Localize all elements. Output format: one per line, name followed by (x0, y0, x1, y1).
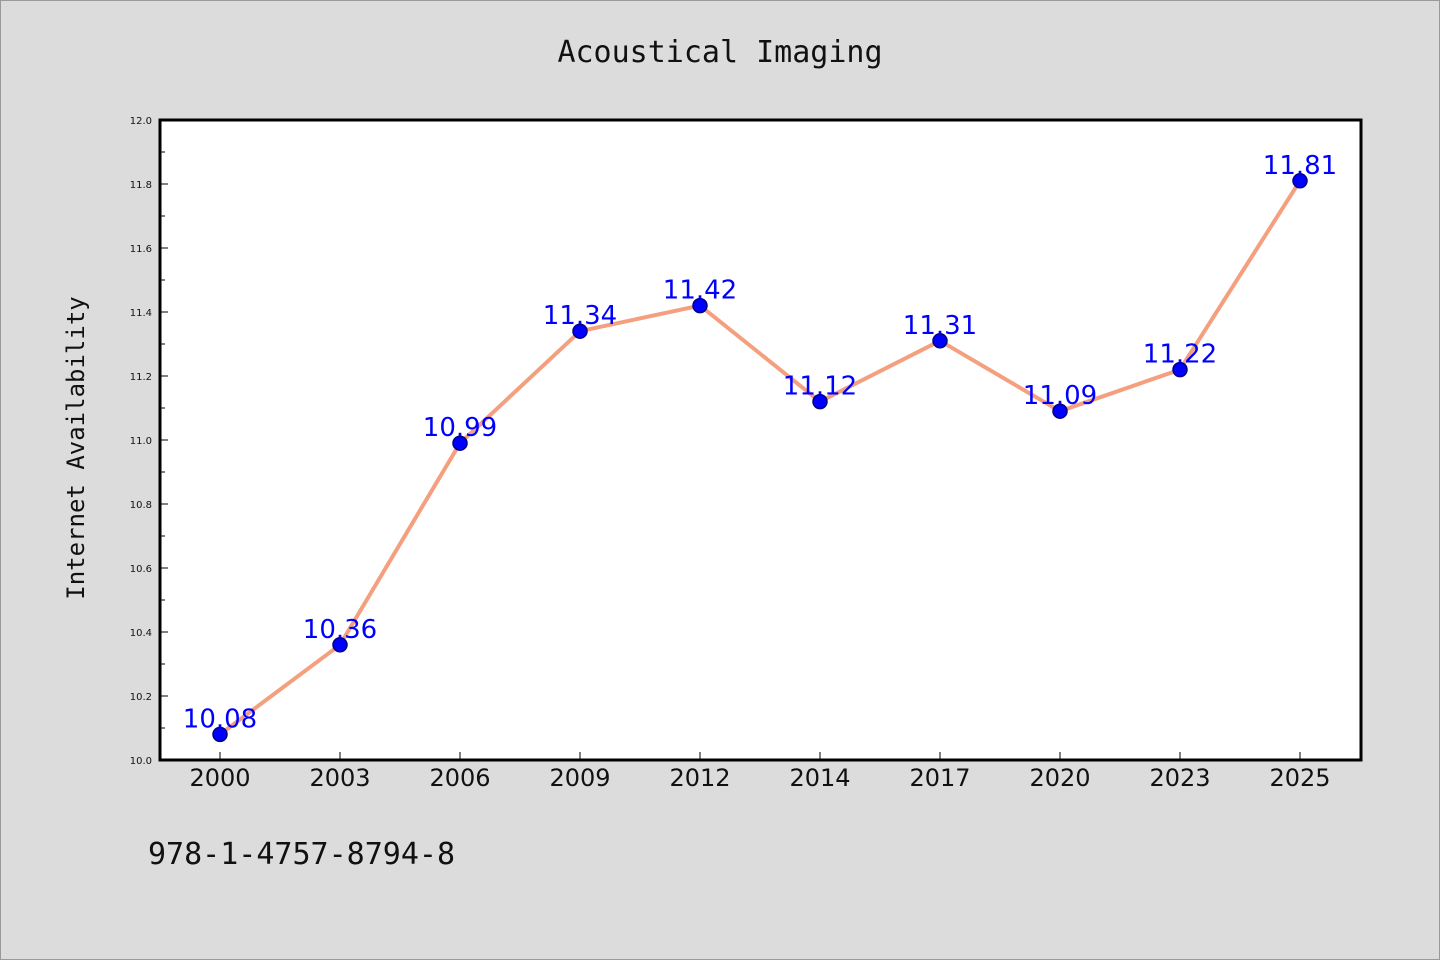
data-label: 10.08 (183, 704, 257, 734)
data-point (1292, 173, 1308, 189)
data-point (812, 393, 828, 410)
chart-title: Acoustical Imaging (557, 35, 882, 70)
data-label: 11.34 (543, 301, 617, 331)
x-tick-label: 2012 (669, 764, 730, 792)
data-label: 11.12 (783, 372, 857, 402)
y-axis-label: Internet Availability (62, 296, 90, 599)
x-tick-label: 2003 (309, 764, 370, 792)
data-label: 11.31 (903, 311, 977, 341)
y-tick-label: 11.4 (130, 308, 152, 319)
data-labels-layer: 10.08 10.36 10.99 11.34 11.42 11.12 11.31 11.09… (183, 151, 1337, 735)
data-point (932, 333, 948, 349)
data-label: 10.36 (303, 615, 377, 645)
y-tick-label: 11.2 (130, 372, 152, 383)
y-tick-label: 10.4 (130, 628, 152, 639)
data-label: 11.09 (1023, 381, 1097, 411)
data-point (692, 297, 708, 314)
y-tick-label: 11.8 (130, 180, 152, 191)
isbn-footer: 978-1-4757-8794-8 (148, 837, 455, 872)
x-tick-label: 2014 (789, 764, 850, 792)
plot-area (160, 120, 1361, 760)
y-tick-label: 11.0 (130, 436, 152, 447)
series-line (218, 178, 1302, 737)
data-point (1172, 361, 1188, 378)
y-tick-label: 10.0 (130, 756, 152, 767)
y-tick-label: 12.0 (130, 116, 152, 127)
data-label: 11.22 (1143, 340, 1217, 370)
y-tick-label: 10.8 (130, 500, 152, 511)
series-layer (212, 173, 1308, 743)
x-tick-label: 2006 (429, 764, 490, 792)
x-tick-label: 2025 (1269, 764, 1330, 792)
data-point (332, 637, 348, 653)
y-tick-label: 10.2 (130, 692, 152, 703)
axis-ticks: 10.0 10.2 10.4 10.6 10.8 11.0 11.2 11.4 11.6 11.8… (130, 116, 1331, 792)
data-label: 11.81 (1263, 151, 1337, 181)
data-point (212, 726, 228, 743)
data-point (452, 435, 468, 451)
x-tick-label: 2000 (189, 764, 250, 792)
data-point (1052, 403, 1068, 419)
y-tick-label: 10.6 (130, 564, 152, 575)
data-label: 10.99 (423, 413, 497, 443)
data-label: 11.42 (663, 276, 737, 306)
x-tick-label: 2009 (549, 764, 610, 792)
x-tick-label: 2020 (1029, 764, 1090, 792)
plot-border (158, 118, 1363, 762)
y-tick-label: 11.6 (130, 244, 152, 255)
x-tick-label: 2023 (1149, 764, 1210, 792)
x-tick-label: 2017 (909, 764, 970, 792)
data-point (572, 323, 588, 339)
